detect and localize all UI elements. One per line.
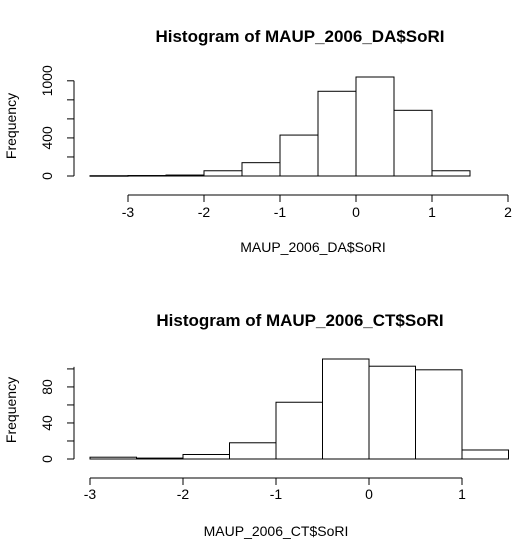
ct-y-tick-label: 80 [39, 379, 55, 395]
ct-y-tick-label: 0 [39, 455, 55, 463]
da-x-tick-label: -1 [274, 204, 287, 220]
da-x-tick-label: 2 [504, 204, 512, 220]
ct-y-axis-label: Frequency [3, 377, 19, 443]
da-histogram-bar [89, 175, 129, 177]
da-histogram-bar [165, 174, 205, 177]
ct-x-tick-label: -1 [270, 486, 283, 502]
da-x-tick-label: -3 [122, 204, 135, 220]
ct-histogram-bar [182, 453, 230, 460]
da-histogram-bar [127, 175, 167, 177]
da-x-tick-label: 1 [428, 204, 436, 220]
ct-chart-title: Histogram of MAUP_2006_CT$SoRI [156, 311, 443, 330]
ct-x-tick-label: 0 [365, 486, 373, 502]
da-histogram-bar [431, 170, 471, 177]
ct-histogram-bar [368, 365, 416, 460]
ct-histogram-bar [415, 369, 463, 460]
ct-histogram-bar [89, 456, 137, 460]
da-y-axis-label: Frequency [3, 93, 19, 159]
da-y-tick-label: 1000 [39, 65, 55, 96]
da-y-tick-label: 400 [39, 126, 55, 150]
da-x-tick-label: 0 [352, 204, 360, 220]
da-histogram-bar [317, 90, 357, 177]
ct-histogram-bar [229, 442, 277, 460]
da-histogram-bar [241, 162, 281, 177]
da-y-tick-label: 0 [39, 172, 55, 180]
da-x-axis-label: MAUP_2006_DA$SoRI [240, 239, 386, 255]
ct-histogram-bar [461, 449, 509, 460]
ct-x-tick-label: -2 [177, 486, 190, 502]
da-histogram-bar [355, 76, 395, 177]
ct-histogram-bar [275, 401, 323, 460]
ct-histogram-bar [322, 358, 370, 460]
da-x-tick-label: -2 [198, 204, 211, 220]
da-histogram-bar [393, 109, 433, 177]
ct-x-tick-label: -3 [84, 486, 97, 502]
ct-y-tick-label: 40 [39, 415, 55, 431]
ct-histogram-bar [136, 457, 184, 460]
ct-x-axis-label: MAUP_2006_CT$SoRI [204, 523, 349, 539]
da-histogram-bar [203, 170, 243, 177]
da-chart-title: Histogram of MAUP_2006_DA$SoRI [155, 27, 444, 46]
ct-x-tick-label: 1 [458, 486, 466, 502]
da-histogram-bar [279, 134, 319, 177]
